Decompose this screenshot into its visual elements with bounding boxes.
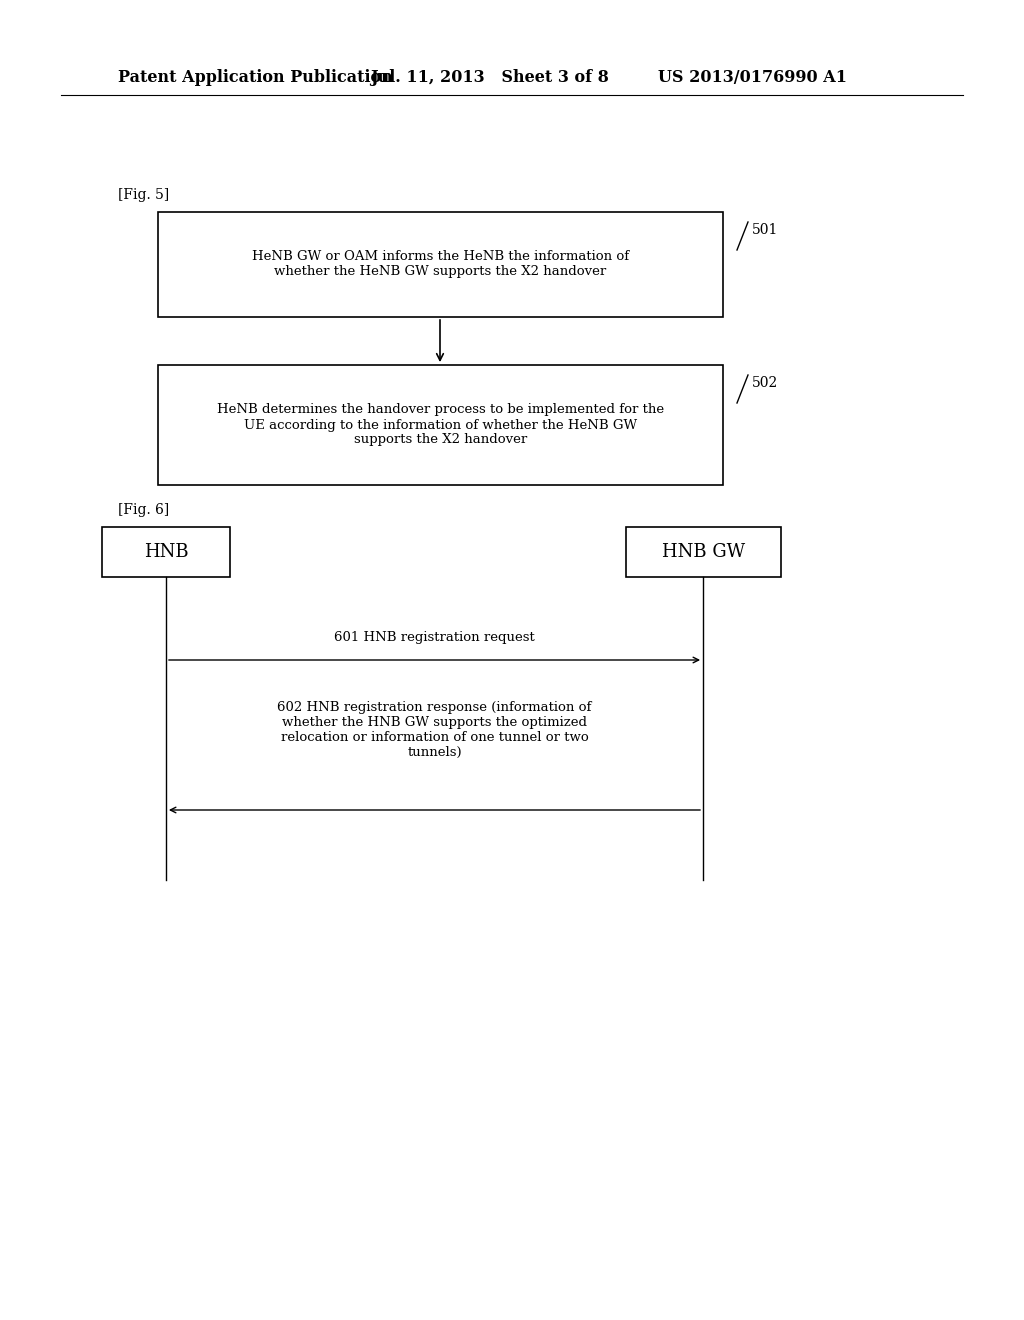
Text: HNB: HNB [143,543,188,561]
Bar [158,213,723,317]
Text: 602 HNB registration response (information of
whether the HNB GW supports the op: 602 HNB registration response (informati… [278,701,592,759]
Text: Patent Application Publication: Patent Application Publication [118,70,393,87]
Text: 601 HNB registration request: 601 HNB registration request [334,631,535,644]
Bar [158,366,723,484]
Text: 501: 501 [752,223,778,238]
Text: [Fig. 5]: [Fig. 5] [118,187,169,202]
Text: HeNB determines the handover process to be implemented for the
UE according to t: HeNB determines the handover process to … [217,404,664,446]
Text: US 2013/0176990 A1: US 2013/0176990 A1 [658,70,847,87]
Text: HeNB GW or OAM informs the HeNB the information of
whether the HeNB GW supports : HeNB GW or OAM informs the HeNB the info… [252,251,629,279]
Text: Jul. 11, 2013   Sheet 3 of 8: Jul. 11, 2013 Sheet 3 of 8 [370,70,609,87]
Text: 502: 502 [752,376,778,389]
Bar [626,527,781,577]
Text: [Fig. 6]: [Fig. 6] [118,503,169,517]
Text: HNB GW: HNB GW [662,543,745,561]
Bar [102,527,230,577]
